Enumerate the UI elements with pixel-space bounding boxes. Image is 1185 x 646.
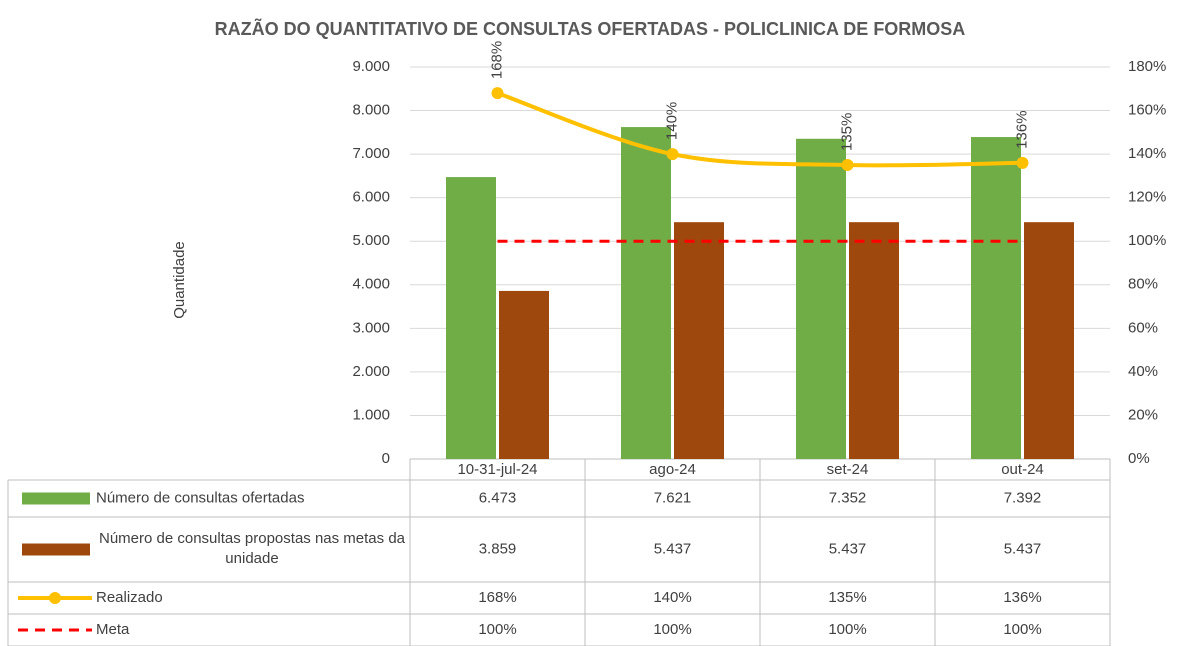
table-cell: 136% xyxy=(1003,589,1041,606)
table-cell: 3.859 xyxy=(479,540,517,557)
data-label: 135% xyxy=(838,113,855,151)
y-tick-label: 5.000 xyxy=(352,232,390,249)
table-cell: 100% xyxy=(478,621,516,638)
y-tick-label: 2.000 xyxy=(352,363,390,380)
y-tick-label: 0 xyxy=(382,450,390,467)
y-tick-label: 9.000 xyxy=(352,58,390,75)
bar xyxy=(971,137,1021,459)
y2-tick-label: 20% xyxy=(1128,406,1158,423)
x-tick-label: out-24 xyxy=(1001,461,1044,478)
table-cell: 7.621 xyxy=(654,489,692,506)
bar xyxy=(621,127,671,459)
y2-tick-label: 80% xyxy=(1128,276,1158,293)
bar xyxy=(796,138,846,460)
y2-tick-label: 100% xyxy=(1128,232,1166,249)
line-marker xyxy=(1016,156,1029,169)
x-tick-label: set-24 xyxy=(827,461,869,478)
y-tick-label: 3.000 xyxy=(352,319,390,336)
x-tick-label: 10-31-jul-24 xyxy=(457,461,537,478)
legend-swatch xyxy=(22,543,90,556)
table-cell: 100% xyxy=(828,621,866,638)
table-cell: 7.392 xyxy=(1004,489,1042,506)
y2-tick-label: 120% xyxy=(1128,189,1166,206)
y-tick-label: 1.000 xyxy=(352,406,390,423)
legend-text: Número de consultas propostas nas metas … xyxy=(99,530,405,567)
y2-tick-label: 140% xyxy=(1128,145,1166,162)
table-cell: 5.437 xyxy=(654,540,692,557)
table-cell: 168% xyxy=(478,589,516,606)
table-cell: 6.473 xyxy=(479,489,517,506)
table-cell: 100% xyxy=(1003,621,1041,638)
y2-tick-label: 160% xyxy=(1128,102,1166,119)
y2-tick-label: 40% xyxy=(1128,363,1158,380)
x-tick-label: ago-24 xyxy=(649,461,696,478)
y-tick-label: 7.000 xyxy=(352,145,390,162)
table-cell: 140% xyxy=(653,589,691,606)
table-cell: 100% xyxy=(653,621,691,638)
legend-label: Número de consultas propostas nas metas … xyxy=(99,530,405,567)
y-tick-label: 6.000 xyxy=(352,189,390,206)
table-cell: 7.352 xyxy=(829,489,867,506)
bar xyxy=(674,222,724,459)
chart-title: RAZÃO DO QUANTITATIVO DE CONSULTAS OFERT… xyxy=(215,18,966,39)
y2-tick-label: 180% xyxy=(1128,58,1166,75)
bar xyxy=(849,222,899,459)
line-marker xyxy=(491,87,504,100)
y-tick-label: 4.000 xyxy=(352,276,390,293)
line xyxy=(496,91,1023,168)
y2-tick-label: 60% xyxy=(1128,319,1158,336)
table-cell: 5.437 xyxy=(1004,540,1042,557)
y-tick-label: 8.000 xyxy=(352,102,390,119)
data-label: 136% xyxy=(1013,110,1030,148)
data-label: 168% xyxy=(488,41,505,79)
legend-label: Meta xyxy=(96,621,130,638)
y-axis-label: Quantidade xyxy=(171,241,188,319)
bar xyxy=(499,290,549,459)
data-label: 140% xyxy=(663,102,680,140)
line-marker xyxy=(666,148,679,161)
line-marker xyxy=(841,159,854,171)
legend-swatch xyxy=(49,592,61,604)
bar xyxy=(1024,222,1074,459)
y2-tick-label: 0% xyxy=(1128,450,1150,467)
table-cell: 135% xyxy=(828,589,866,606)
legend-label: Realizado xyxy=(96,589,163,606)
bar xyxy=(446,177,496,460)
table-cell: 5.437 xyxy=(829,540,867,557)
legend-swatch xyxy=(22,492,90,505)
legend-label: Número de consultas ofertadas xyxy=(96,489,304,506)
